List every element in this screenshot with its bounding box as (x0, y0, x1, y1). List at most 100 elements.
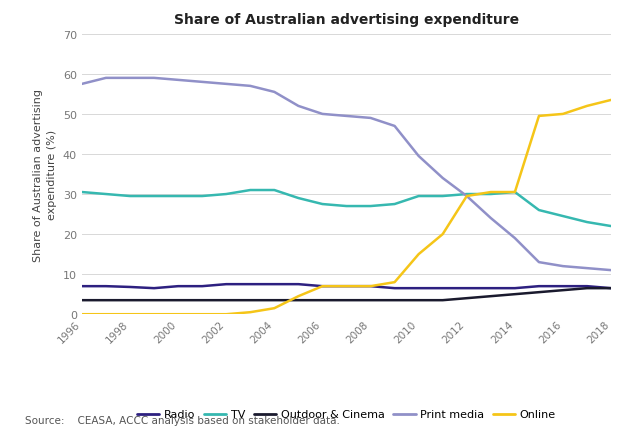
Online (102, 312, 110, 317)
Outdoor & Cinema (295, 298, 302, 303)
Outdoor & Cinema (463, 296, 471, 301)
TV (607, 224, 615, 229)
Online (487, 190, 495, 195)
Online (607, 98, 615, 103)
TV (198, 194, 206, 199)
Radio (463, 286, 471, 291)
Online (198, 312, 206, 317)
Online (583, 104, 591, 109)
Y-axis label: Share of Australian advertising
expenditure (%): Share of Australian advertising expendit… (33, 88, 57, 261)
Radio (295, 282, 302, 287)
Line: Print media: Print media (82, 79, 611, 270)
Outdoor & Cinema (439, 298, 447, 303)
Print media (559, 264, 567, 269)
Online (511, 190, 518, 195)
TV (151, 194, 158, 199)
Radio (151, 286, 158, 291)
Radio (415, 286, 423, 291)
Outdoor & Cinema (126, 298, 134, 303)
Line: Online: Online (82, 101, 611, 315)
Radio (319, 284, 326, 289)
Radio (607, 286, 615, 291)
TV (270, 188, 278, 193)
Radio (198, 284, 206, 289)
TV (222, 192, 230, 197)
Online (535, 114, 542, 119)
Title: Share of Australian advertising expenditure: Share of Australian advertising expendit… (174, 13, 519, 26)
Radio (222, 282, 230, 287)
Radio (102, 284, 110, 289)
Online (222, 312, 230, 317)
Online (391, 280, 398, 285)
Print media (319, 112, 326, 117)
Print media (151, 76, 158, 81)
Outdoor & Cinema (583, 286, 591, 291)
TV (343, 204, 350, 209)
Online (343, 284, 350, 289)
Outdoor & Cinema (175, 298, 182, 303)
Outdoor & Cinema (246, 298, 254, 303)
Print media (270, 90, 278, 95)
Print media (535, 260, 542, 265)
Radio (439, 286, 447, 291)
Outdoor & Cinema (198, 298, 206, 303)
Print media (343, 114, 350, 119)
Outdoor & Cinema (415, 298, 423, 303)
Radio (583, 284, 591, 289)
TV (559, 214, 567, 219)
Outdoor & Cinema (270, 298, 278, 303)
TV (78, 190, 86, 195)
Radio (78, 284, 86, 289)
TV (319, 202, 326, 207)
Print media (463, 194, 471, 199)
TV (583, 220, 591, 225)
Print media (175, 78, 182, 83)
TV (246, 188, 254, 193)
Outdoor & Cinema (511, 292, 518, 297)
Radio (126, 285, 134, 290)
Outdoor & Cinema (487, 294, 495, 299)
TV (175, 194, 182, 199)
Outdoor & Cinema (222, 298, 230, 303)
Outdoor & Cinema (78, 298, 86, 303)
TV (463, 192, 471, 197)
Print media (415, 154, 423, 159)
Print media (222, 82, 230, 87)
Outdoor & Cinema (319, 298, 326, 303)
Radio (270, 282, 278, 287)
TV (439, 194, 447, 199)
Radio (343, 284, 350, 289)
Online (415, 252, 423, 257)
Print media (246, 84, 254, 89)
Print media (198, 80, 206, 85)
Online (151, 312, 158, 317)
Print media (367, 116, 374, 121)
Online (175, 312, 182, 317)
Online (463, 194, 471, 199)
Radio (559, 284, 567, 289)
Online (559, 112, 567, 117)
TV (295, 196, 302, 201)
TV (511, 190, 518, 195)
Radio (487, 286, 495, 291)
Radio (367, 284, 374, 289)
Legend: Radio, TV, Outdoor & Cinema, Print media, Online: Radio, TV, Outdoor & Cinema, Print media… (137, 410, 556, 420)
Radio (246, 282, 254, 287)
TV (535, 208, 542, 213)
Outdoor & Cinema (102, 298, 110, 303)
Outdoor & Cinema (559, 288, 567, 293)
TV (102, 192, 110, 197)
Print media (583, 266, 591, 271)
TV (391, 202, 398, 207)
Outdoor & Cinema (607, 286, 615, 291)
Print media (126, 76, 134, 81)
Print media (607, 268, 615, 273)
Line: Outdoor & Cinema: Outdoor & Cinema (82, 289, 611, 300)
Print media (487, 216, 495, 221)
Print media (78, 82, 86, 87)
Print media (439, 176, 447, 181)
Online (126, 312, 134, 317)
Outdoor & Cinema (343, 298, 350, 303)
Print media (102, 76, 110, 81)
Outdoor & Cinema (367, 298, 374, 303)
